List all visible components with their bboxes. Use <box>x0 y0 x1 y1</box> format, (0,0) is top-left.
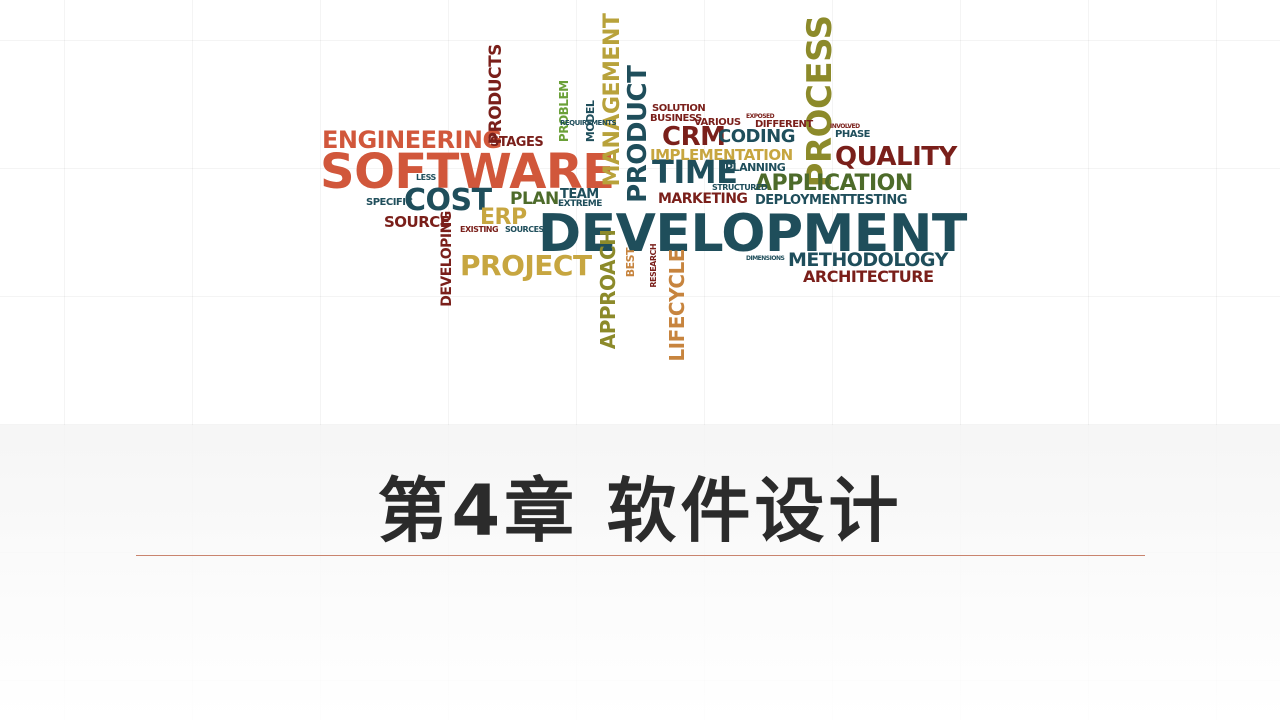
word-cloud-word: ARCHITECTURE <box>803 267 934 286</box>
word-cloud-word: RESEARCH <box>649 243 658 288</box>
bottom-band <box>0 425 1280 720</box>
word-cloud-word: CODING <box>718 126 796 147</box>
word-cloud-word: PHASE <box>835 129 870 140</box>
word-cloud-word: BEST <box>624 247 637 278</box>
word-cloud-word: SOFTWARE <box>320 144 615 200</box>
word-cloud-word: DEVELOPMENT <box>538 204 967 264</box>
word-cloud-word: QUALITY <box>835 142 957 172</box>
title-divider <box>136 555 1145 556</box>
word-cloud-word: EXPOSED <box>746 113 775 120</box>
word-cloud-word: SPECIFIC <box>366 197 413 208</box>
word-cloud-word: SOURCES <box>505 225 544 234</box>
word-cloud-word: PROCESS <box>800 15 840 188</box>
word-cloud-word: REQUIREMENTS <box>560 119 617 127</box>
word-cloud-word: DEVELOPING <box>439 211 455 307</box>
word-cloud-word: TESTING <box>848 193 907 208</box>
word-cloud-word: CRM <box>662 122 726 152</box>
word-cloud-word: PLANNING <box>725 161 786 174</box>
word-cloud-word: PLAN <box>510 189 559 209</box>
word-cloud-word: VARIOUS <box>694 117 741 128</box>
word-cloud-word: ERP <box>480 205 527 230</box>
word-cloud-word: LESS <box>416 173 436 182</box>
word-cloud-word: EXTREME <box>558 199 602 209</box>
word-cloud-word: TEAM <box>560 187 599 202</box>
word-cloud-word: IMPLEMENTATION <box>650 146 793 164</box>
word-cloud-word: SOURCE <box>384 213 450 231</box>
word-cloud-word: MARKETING <box>658 191 748 207</box>
word-cloud-word: APPLICATION <box>755 171 913 196</box>
word-cloud-word: APPROACH <box>596 229 620 350</box>
word-cloud-word: SOLUTION <box>652 103 706 114</box>
word-cloud-word: DIMENSIONS <box>746 255 785 262</box>
word-cloud-word: PROBLEM <box>557 80 571 143</box>
word-cloud-word: COST <box>404 183 492 218</box>
word-cloud-word: STRUCTURED <box>712 183 767 192</box>
word-cloud-word: EXISTING <box>460 225 499 234</box>
word-cloud-word: DEPLOYMENT <box>755 193 849 208</box>
word-cloud-word: INVOLVED <box>830 123 860 130</box>
word-cloud-word: BUSINESS <box>650 113 702 124</box>
word-cloud-word: METHODOLOGY <box>788 249 948 271</box>
slide-title: 第4章 软件设计 <box>377 470 903 552</box>
word-cloud-word: PRODUCTS <box>486 44 506 145</box>
word-cloud-word: MANAGEMENT <box>600 13 625 187</box>
word-cloud-word: PROJECT <box>460 249 592 282</box>
word-cloud-word: PRODUCT <box>623 65 653 203</box>
word-cloud-word: LIFECYCLE <box>665 249 689 362</box>
word-cloud-word: DIFFERENT <box>755 119 813 130</box>
word-cloud-image: DEVELOPMENT SOFTWARE ENGINEERING PROCESS QUA… <box>300 14 980 370</box>
word-cloud-word: ENGINEERING <box>322 126 502 154</box>
word-cloud-word: TIME <box>652 153 738 191</box>
word-cloud-word: STAGES <box>490 135 544 150</box>
